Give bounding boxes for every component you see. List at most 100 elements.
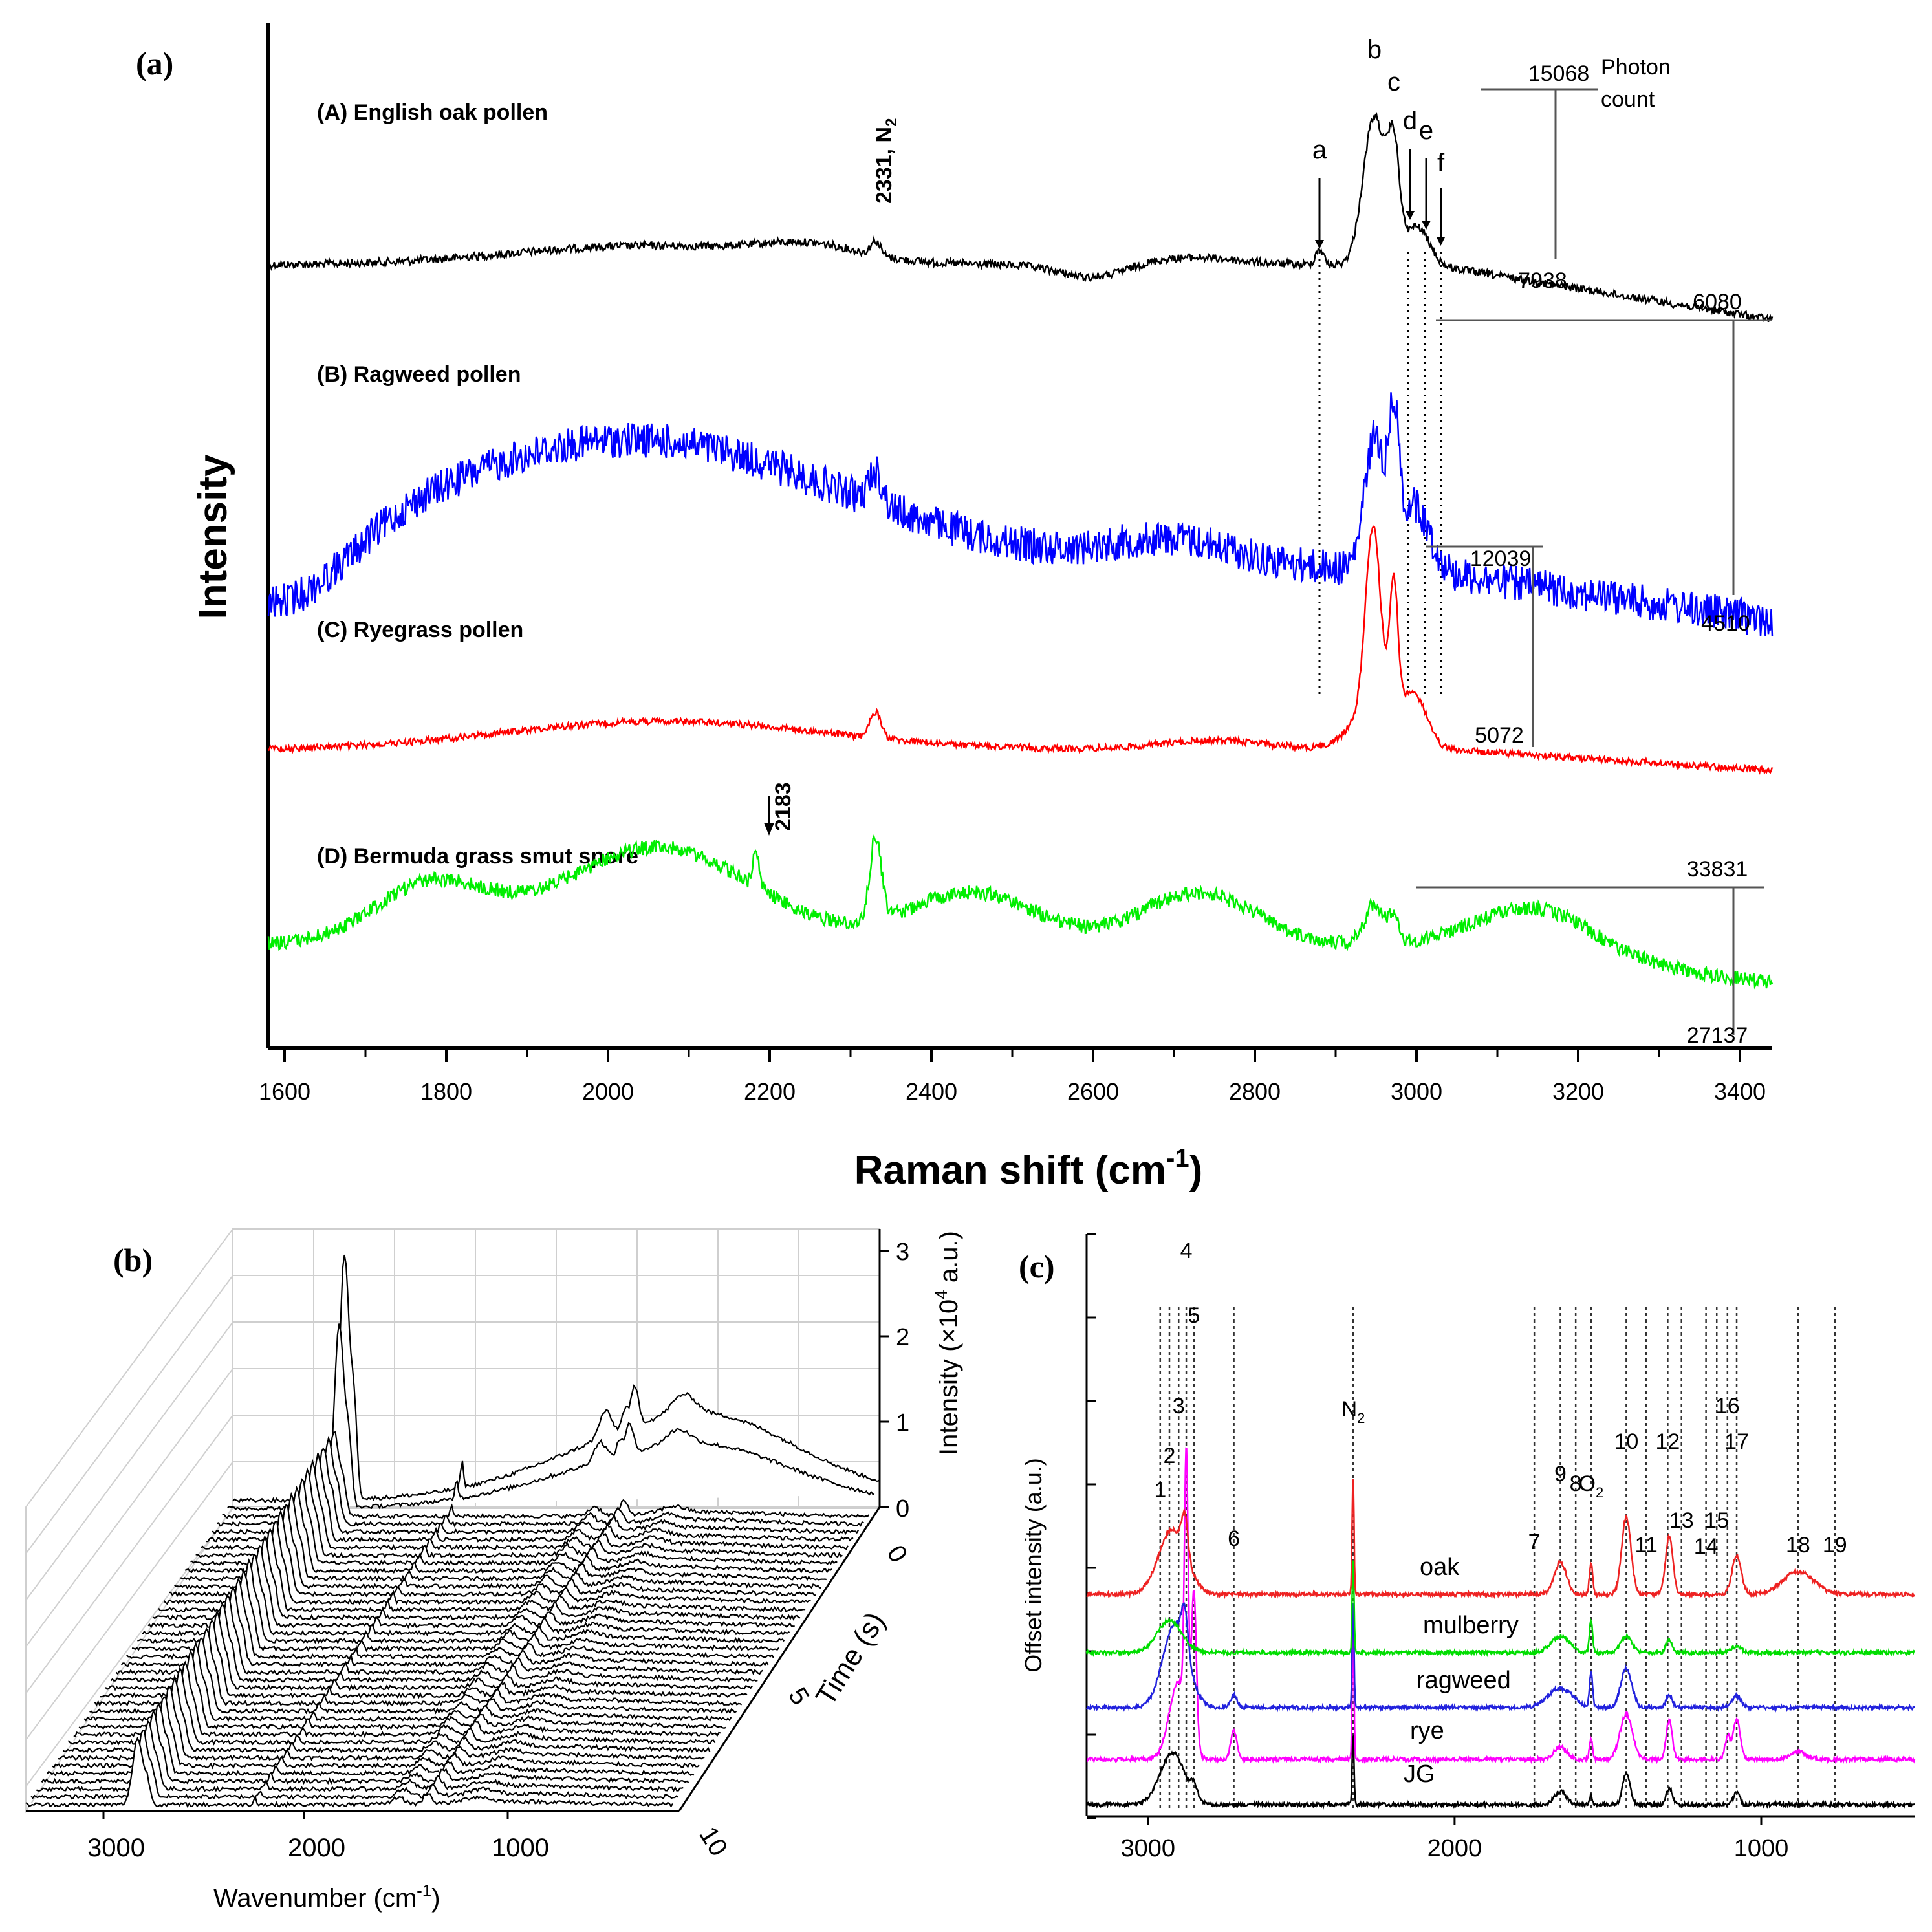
panel-a-x-label: Raman shift (cm-1) — [854, 1144, 1203, 1193]
panel-c-x-ticks: 3000 2000 1000 — [1121, 1816, 1789, 1862]
panel-c-spectra — [1085, 1447, 1916, 1810]
scale-bars — [1416, 88, 1772, 1035]
spectrum-oak — [267, 112, 1774, 323]
scale-a-min: 7938 — [1518, 268, 1567, 293]
a-tick-label-1600: 1600 — [259, 1078, 310, 1105]
a-tick-label-2800: 2800 — [1229, 1078, 1281, 1105]
a-tick-label-2000: 2000 — [582, 1078, 634, 1105]
c-spectrum-rye — [1086, 1447, 1916, 1764]
c-spectrum-ragweed — [1086, 1602, 1916, 1713]
b-spectrum-39 — [232, 1254, 880, 1504]
c-peak-label-9: 7 — [1528, 1530, 1541, 1554]
time-tick-0: 0 — [881, 1540, 913, 1567]
panel-b: (b) 3000 2000 1000 Wavenumber (cm-1) 0 1… — [25, 1226, 963, 1913]
a-tick-label-2600: 2600 — [1067, 1078, 1119, 1105]
b-spectrum-0 — [25, 1736, 673, 1808]
c-peak-label-6: N2 — [1341, 1397, 1365, 1426]
spectrum-bermuda — [267, 834, 1774, 990]
a-tick-label-3000: 3000 — [1391, 1078, 1442, 1105]
peak-letter-d: d — [1403, 107, 1417, 135]
c-peak-label-20: 19 — [1823, 1533, 1847, 1558]
panel-a: (a) 1600 1800 2000 2200 2400 2600 2800 3000 3200… — [136, 23, 1774, 1193]
c-series-label-rye: rye — [1410, 1717, 1444, 1744]
c-peak-label-19: 18 — [1786, 1533, 1810, 1558]
scale-c-min: 5072 — [1475, 723, 1524, 748]
c-peak-label-1: 2 — [1164, 1444, 1176, 1468]
panel-a-y-label: Intensity — [191, 454, 235, 619]
time-tick-10: 10 — [693, 1821, 733, 1861]
panel-b-x-label: Wavenumber (cm-1) — [213, 1881, 440, 1913]
int-tick-0: 0 — [896, 1495, 909, 1523]
c-peak-label-4: 5 — [1188, 1303, 1200, 1328]
c-series-label-mulberry: mulberry — [1423, 1612, 1519, 1639]
c-peak-label-8: 8 — [1570, 1471, 1582, 1496]
scale-b-max: 6080 — [1693, 290, 1742, 314]
peak-arrowhead-e — [1422, 221, 1431, 230]
b-grid-d — [25, 1461, 233, 1741]
c-peak-label-0: 1 — [1154, 1478, 1166, 1503]
int-tick-2: 2 — [896, 1324, 909, 1351]
b-grid-d — [25, 1321, 233, 1601]
panel-c-label: (c) — [1019, 1248, 1055, 1285]
panel-b-spectra — [25, 1254, 880, 1808]
peak-arrowhead-a — [1315, 240, 1324, 249]
panel-c-y-label: Offset intensity (a.u.) — [1020, 1458, 1047, 1672]
panel-a-peak-guides — [1318, 252, 1442, 699]
spectrum-ryegrass — [267, 525, 1774, 776]
a-tick-label-3200: 3200 — [1552, 1078, 1604, 1105]
scale-a-max: 15068 — [1528, 61, 1590, 86]
wn-tick-3000: 3000 — [87, 1834, 145, 1862]
c-x-tick-label-2000: 2000 — [1427, 1835, 1482, 1862]
b-grid-d — [25, 1415, 233, 1694]
a-tick-label-1800: 1800 — [420, 1078, 472, 1105]
c-peak-label-13: 12 — [1655, 1429, 1680, 1454]
wn-tick-1000: 1000 — [492, 1834, 549, 1862]
c-peak-label-10: O2 — [1579, 1471, 1604, 1501]
int-tick-1: 1 — [896, 1409, 909, 1437]
spectrum-ragweed — [267, 392, 1774, 637]
c-series-label-oak: oak — [1420, 1554, 1460, 1581]
wn-tick-2000: 2000 — [288, 1834, 345, 1862]
panel-c-y-ticks — [1087, 1233, 1096, 1819]
c-spectrum-oak — [1086, 1479, 1916, 1600]
panel-c-peak-guides — [1159, 1307, 1836, 1811]
c-spectrum-JG — [1085, 1734, 1915, 1810]
b-grid-d — [25, 1368, 233, 1647]
peak-arrowhead-f — [1436, 237, 1446, 246]
series-b-label: (B) Ragweed pollen — [317, 362, 521, 387]
c-peak-label-3: 4 — [1180, 1239, 1193, 1263]
a-tick-label-3400: 3400 — [1714, 1078, 1766, 1105]
scale-d-min: 27137 — [1687, 1023, 1748, 1048]
c-spectrum-mulberry — [1085, 1560, 1915, 1658]
c-x-tick-label-3000: 3000 — [1121, 1835, 1176, 1862]
c-peak-label-15: 14 — [1694, 1534, 1719, 1559]
panel-a-peak-letters: a bcd ef — [1312, 36, 1446, 249]
peak-letter-f: f — [1437, 149, 1445, 177]
a-tick-label-2400: 2400 — [906, 1078, 957, 1105]
c-series-label-JG: JG — [1404, 1761, 1435, 1788]
scale-c-max: 12039 — [1470, 547, 1532, 571]
peak-arrowhead-d — [1406, 211, 1415, 220]
panel-b-label: (b) — [113, 1242, 153, 1278]
b-spectrum-38 — [227, 1323, 875, 1512]
c-peak-label-17: 16 — [1715, 1394, 1740, 1418]
panel-a-x-tick-labels: 1600 1800 2000 2200 2400 2600 2800 3000 3200 3400 — [259, 1078, 1766, 1105]
series-a-label: (A) English oak pollen — [317, 100, 548, 125]
c-peak-label-16: 15 — [1704, 1508, 1729, 1533]
photon-count-label-1: Photon — [1601, 55, 1671, 80]
panel-b-ticks — [102, 1250, 889, 1819]
panel-a-x-ticks — [283, 1048, 1741, 1062]
peak-letter-e: e — [1419, 116, 1433, 145]
panel-b-y-label: Intensity (×104 a.u.) — [931, 1231, 963, 1455]
scale-d-max: 33831 — [1687, 857, 1748, 882]
peak-letter-b: b — [1367, 36, 1382, 64]
panel-b-z-axis — [678, 1506, 881, 1812]
c-peak-label-7: 9 — [1554, 1462, 1567, 1486]
peak-letter-a: a — [1312, 136, 1327, 164]
photon-count-label-2: count — [1601, 87, 1655, 112]
c-series-label-ragweed: ragweed — [1416, 1667, 1511, 1694]
c-peak-label-18: 17 — [1724, 1429, 1749, 1454]
n2-annotation: 2331, N2 — [872, 118, 900, 204]
c-x-tick-label-1000: 1000 — [1734, 1835, 1789, 1862]
